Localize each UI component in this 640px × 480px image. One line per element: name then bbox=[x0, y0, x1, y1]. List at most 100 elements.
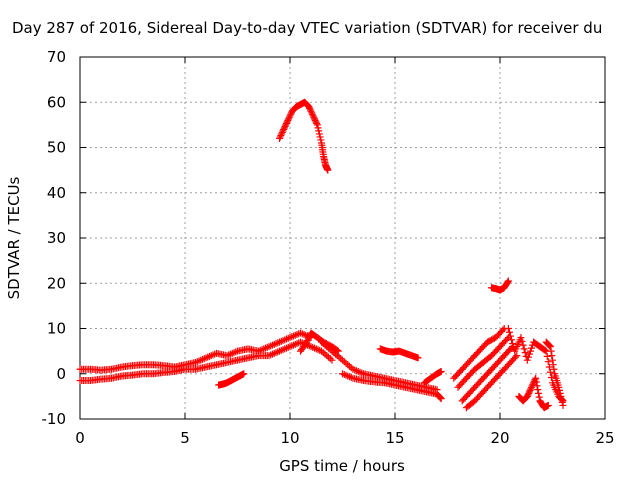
y-tick-label: 10 bbox=[47, 320, 66, 338]
data-point bbox=[546, 368, 554, 376]
data-point bbox=[278, 130, 286, 138]
data-point bbox=[313, 119, 321, 127]
data-point bbox=[556, 386, 563, 394]
data-point bbox=[555, 383, 563, 391]
data-point bbox=[305, 103, 313, 111]
series-end-22-23h bbox=[542, 338, 567, 409]
series-high-arc bbox=[276, 98, 332, 174]
data-point bbox=[324, 166, 332, 174]
data-point bbox=[509, 340, 517, 348]
data-point bbox=[558, 395, 566, 403]
data-point bbox=[285, 115, 293, 123]
data-point bbox=[315, 127, 323, 135]
data-point bbox=[328, 356, 336, 364]
data-point bbox=[436, 393, 444, 401]
data-point bbox=[535, 389, 542, 397]
series-rise-18-20h-d bbox=[462, 352, 521, 412]
data-point bbox=[240, 370, 248, 378]
x-tick-label: 20 bbox=[490, 429, 509, 447]
data-point bbox=[317, 136, 325, 144]
data-point bbox=[503, 335, 511, 343]
data-point bbox=[524, 391, 532, 399]
data-point bbox=[304, 337, 311, 345]
data-point bbox=[504, 277, 512, 285]
data-point bbox=[546, 342, 554, 350]
data-point bbox=[532, 378, 540, 386]
series-drop-21h bbox=[515, 374, 552, 412]
data-point bbox=[525, 389, 533, 397]
data-point bbox=[283, 118, 291, 126]
axis-ticks: 0 5 10 15 20 25 -10 0 10 20 30 40 50 60 70 bbox=[42, 48, 615, 447]
data-point bbox=[548, 352, 556, 360]
data-point bbox=[526, 347, 534, 355]
data-point bbox=[504, 325, 512, 332]
x-axis-label: GPS time / hours bbox=[279, 457, 405, 475]
data-point bbox=[525, 388, 533, 396]
data-point bbox=[544, 401, 552, 409]
data-point bbox=[283, 119, 290, 127]
data-point bbox=[306, 104, 314, 112]
data-point bbox=[308, 109, 316, 117]
data-point bbox=[517, 334, 525, 342]
series-segment-15h bbox=[376, 345, 422, 362]
data-point bbox=[307, 107, 315, 115]
data-point bbox=[504, 278, 512, 286]
x-tick-label: 0 bbox=[75, 429, 85, 447]
x-tick-label: 10 bbox=[280, 429, 299, 447]
y-tick-label: 20 bbox=[47, 274, 66, 292]
y-tick-label: 30 bbox=[47, 229, 66, 247]
data-point bbox=[315, 130, 323, 138]
series-rise-18-20h-c bbox=[458, 343, 517, 405]
series-decline-lower bbox=[339, 370, 445, 403]
data-point bbox=[513, 352, 521, 360]
data-point bbox=[499, 326, 507, 334]
data-point bbox=[532, 374, 540, 382]
chart-title: Day 287 of 2016, Sidereal Day-to-day VTE… bbox=[12, 19, 602, 37]
data-point bbox=[280, 125, 288, 133]
y-tick-label: 50 bbox=[47, 139, 66, 157]
data-point bbox=[437, 367, 445, 375]
series-dip-7h bbox=[215, 370, 248, 389]
data-point bbox=[525, 350, 533, 358]
data-point bbox=[313, 121, 321, 129]
data-point bbox=[285, 113, 293, 121]
data-point bbox=[311, 116, 319, 124]
data-point bbox=[508, 336, 516, 344]
series-upper-20h bbox=[488, 277, 512, 294]
data-point bbox=[437, 394, 444, 402]
data-point bbox=[304, 335, 312, 343]
data-points bbox=[76, 98, 567, 412]
data-point bbox=[280, 124, 288, 132]
data-point bbox=[511, 353, 519, 361]
data-point bbox=[544, 358, 552, 366]
x-tick-label: 25 bbox=[595, 429, 614, 447]
data-point bbox=[521, 349, 529, 357]
data-point bbox=[316, 133, 324, 141]
data-point bbox=[547, 374, 555, 382]
data-point bbox=[310, 113, 318, 121]
data-point bbox=[303, 338, 311, 346]
data-point bbox=[282, 121, 290, 129]
data-point bbox=[284, 116, 292, 124]
data-point bbox=[437, 395, 445, 403]
data-point bbox=[281, 122, 289, 130]
data-point bbox=[520, 345, 528, 353]
data-point bbox=[533, 382, 541, 390]
data-point bbox=[309, 112, 317, 120]
data-point bbox=[545, 341, 553, 349]
data-point bbox=[306, 106, 314, 114]
series-baseline-lower bbox=[76, 338, 336, 385]
y-tick-label: -10 bbox=[42, 410, 67, 428]
data-point bbox=[543, 352, 551, 360]
data-point bbox=[547, 347, 555, 355]
data-point bbox=[558, 398, 566, 406]
data-point bbox=[557, 392, 565, 400]
data-point bbox=[549, 356, 556, 364]
x-tick-label: 15 bbox=[385, 429, 404, 447]
data-point bbox=[287, 110, 295, 118]
data-point bbox=[528, 344, 535, 352]
series-rise-18-20h-a bbox=[450, 325, 508, 382]
data-point bbox=[414, 354, 422, 362]
y-tick-label: 0 bbox=[56, 365, 66, 383]
